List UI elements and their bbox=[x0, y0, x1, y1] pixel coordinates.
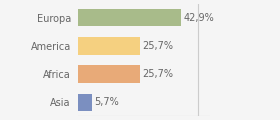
Bar bbox=[78, 37, 140, 55]
Text: 25,7%: 25,7% bbox=[142, 41, 173, 51]
Bar bbox=[78, 94, 92, 111]
Bar bbox=[78, 65, 140, 83]
Text: 42,9%: 42,9% bbox=[183, 13, 214, 23]
Text: 5,7%: 5,7% bbox=[94, 97, 119, 107]
Bar bbox=[78, 9, 181, 26]
Text: 25,7%: 25,7% bbox=[142, 69, 173, 79]
